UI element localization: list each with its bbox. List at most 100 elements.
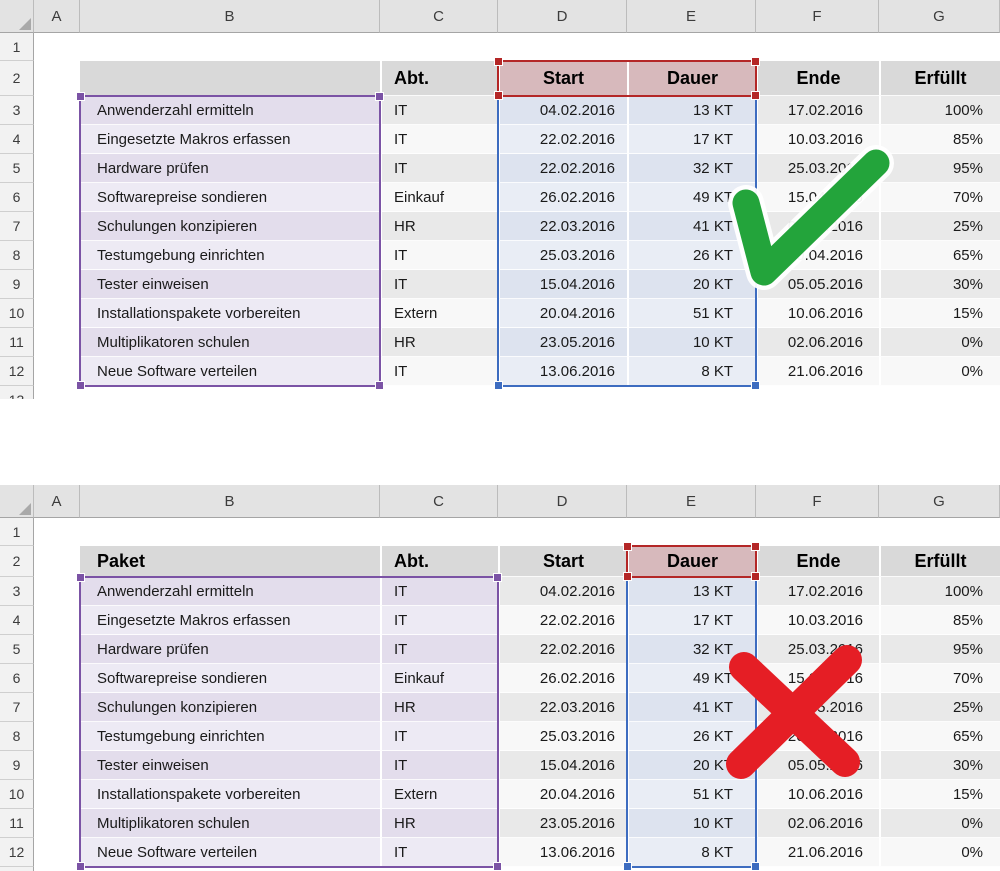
cell-G5[interactable]: 95%: [879, 154, 1000, 183]
selection-handle[interactable]: [751, 91, 760, 100]
select-all-corner[interactable]: [0, 0, 34, 33]
cell-B10[interactable]: Installationspakete vorbereiten: [80, 299, 380, 328]
cell-F11[interactable]: 02.06.2016: [756, 809, 879, 838]
cell-F2[interactable]: Ende: [756, 61, 879, 96]
cell-E10[interactable]: 51 KT: [627, 299, 756, 328]
selection-handle[interactable]: [751, 862, 760, 871]
cell-C10[interactable]: Extern: [380, 299, 498, 328]
cell-C4[interactable]: IT: [380, 125, 498, 154]
row-header-9[interactable]: 9: [0, 270, 34, 299]
cell-B9[interactable]: Tester einweisen: [80, 751, 380, 780]
cell-D10[interactable]: 20.04.2016: [498, 780, 627, 809]
cell-C8[interactable]: IT: [380, 241, 498, 270]
cell-E11[interactable]: 10 KT: [627, 809, 756, 838]
cell-F4[interactable]: 10.03.2016: [756, 606, 879, 635]
cell-E10[interactable]: 51 KT: [627, 780, 756, 809]
row-header-7[interactable]: 7: [0, 212, 34, 241]
row-header-4[interactable]: 4: [0, 125, 34, 154]
cell-G9[interactable]: 30%: [879, 751, 1000, 780]
cell-C11[interactable]: HR: [380, 809, 498, 838]
cell-C6[interactable]: Einkauf: [380, 664, 498, 693]
selection-handle[interactable]: [494, 91, 503, 100]
row-header-8[interactable]: 8: [0, 241, 34, 270]
row-header-12[interactable]: 12: [0, 357, 34, 386]
row-header-12[interactable]: 12: [0, 838, 34, 867]
row-header-10[interactable]: 10: [0, 299, 34, 328]
cell-D8[interactable]: 25.03.2016: [498, 722, 627, 751]
row-header-1[interactable]: 1: [0, 518, 34, 546]
selection-border-blue[interactable]: [494, 95, 760, 390]
cell-F7[interactable]: 02.05.2016: [756, 212, 879, 241]
row-header-11[interactable]: 11: [0, 809, 34, 838]
cell-B2[interactable]: Paket: [80, 546, 380, 577]
cell-B6[interactable]: Softwarepreise sondieren: [80, 183, 380, 212]
cell-D9[interactable]: 15.04.2016: [498, 270, 627, 299]
selection-handle[interactable]: [493, 573, 502, 582]
cell-F12[interactable]: 21.06.2016: [756, 838, 879, 867]
cell-B3[interactable]: Anwenderzahl ermitteln: [80, 577, 380, 606]
cell-D2[interactable]: Start: [498, 546, 627, 577]
cell-B8[interactable]: Testumgebung einrichten: [80, 722, 380, 751]
row-header-5[interactable]: 5: [0, 154, 34, 183]
row-header-1[interactable]: 1: [0, 33, 34, 61]
cell-C10[interactable]: Extern: [380, 780, 498, 809]
selection-handle[interactable]: [375, 381, 384, 390]
column-header-B[interactable]: B: [80, 0, 380, 33]
cell-D5[interactable]: 22.02.2016: [498, 154, 627, 183]
cell-F5[interactable]: 25.03.2016: [756, 635, 879, 664]
cell-F8[interactable]: 20.04.2016: [756, 241, 879, 270]
cell-C6[interactable]: Einkauf: [380, 183, 498, 212]
cell-F3[interactable]: 17.02.2016: [756, 577, 879, 606]
cell-D11[interactable]: 23.05.2016: [498, 809, 627, 838]
cell-D4[interactable]: 22.02.2016: [498, 125, 627, 154]
cell-C9[interactable]: IT: [380, 751, 498, 780]
selection-handle[interactable]: [494, 381, 503, 390]
cell-D7[interactable]: 22.03.2016: [498, 212, 627, 241]
cell-G12[interactable]: 0%: [879, 357, 1000, 386]
cell-B5[interactable]: Hardware prüfen: [80, 635, 380, 664]
cell-G7[interactable]: 25%: [879, 212, 1000, 241]
column-header-E[interactable]: E: [627, 0, 756, 33]
cell-C7[interactable]: HR: [380, 212, 498, 241]
column-header-G[interactable]: G: [879, 485, 1000, 518]
cell-G8[interactable]: 65%: [879, 722, 1000, 751]
selection-handle[interactable]: [623, 572, 632, 581]
cell-C8[interactable]: IT: [380, 722, 498, 751]
cell-D10[interactable]: 20.04.2016: [498, 299, 627, 328]
cell-D6[interactable]: 26.02.2016: [498, 183, 627, 212]
row-header-3[interactable]: 3: [0, 96, 34, 125]
column-header-A[interactable]: A: [34, 0, 80, 33]
cell-B3[interactable]: Anwenderzahl ermitteln: [80, 96, 380, 125]
cell-C4[interactable]: IT: [380, 606, 498, 635]
cell-D8[interactable]: 25.03.2016: [498, 241, 627, 270]
cell-G3[interactable]: 100%: [879, 96, 1000, 125]
select-all-corner[interactable]: [0, 485, 34, 518]
cell-D3[interactable]: 04.02.2016: [498, 96, 627, 125]
cell-B12[interactable]: Neue Software verteilen: [80, 357, 380, 386]
cell-B4[interactable]: Eingesetzte Makros erfassen: [80, 606, 380, 635]
cell-E11[interactable]: 10 KT: [627, 328, 756, 357]
cell-C2[interactable]: Abt.: [380, 61, 498, 96]
selection-border-purple[interactable]: [76, 573, 502, 871]
selection-border-red[interactable]: [494, 57, 760, 100]
cell-C12[interactable]: IT: [380, 357, 498, 386]
row-header-8[interactable]: 8: [0, 722, 34, 751]
column-header-D[interactable]: D: [498, 0, 627, 33]
cell-B11[interactable]: Multiplikatoren schulen: [80, 328, 380, 357]
cell-F2[interactable]: Ende: [756, 546, 879, 577]
cell-D4[interactable]: 22.02.2016: [498, 606, 627, 635]
column-header-F[interactable]: F: [756, 485, 879, 518]
cell-F7[interactable]: 02.05.2016: [756, 693, 879, 722]
cell-F10[interactable]: 10.06.2016: [756, 780, 879, 809]
column-header-C[interactable]: C: [380, 0, 498, 33]
cell-C9[interactable]: IT: [380, 270, 498, 299]
cell-B10[interactable]: Installationspakete vorbereiten: [80, 780, 380, 809]
cell-G9[interactable]: 30%: [879, 270, 1000, 299]
cell-F8[interactable]: 20.04.2016: [756, 722, 879, 751]
selection-border-blue[interactable]: [623, 576, 760, 871]
column-header-C[interactable]: C: [380, 485, 498, 518]
cell-G3[interactable]: 100%: [879, 577, 1000, 606]
column-header-D[interactable]: D: [498, 485, 627, 518]
selection-handle[interactable]: [76, 381, 85, 390]
row-header-5[interactable]: 5: [0, 635, 34, 664]
